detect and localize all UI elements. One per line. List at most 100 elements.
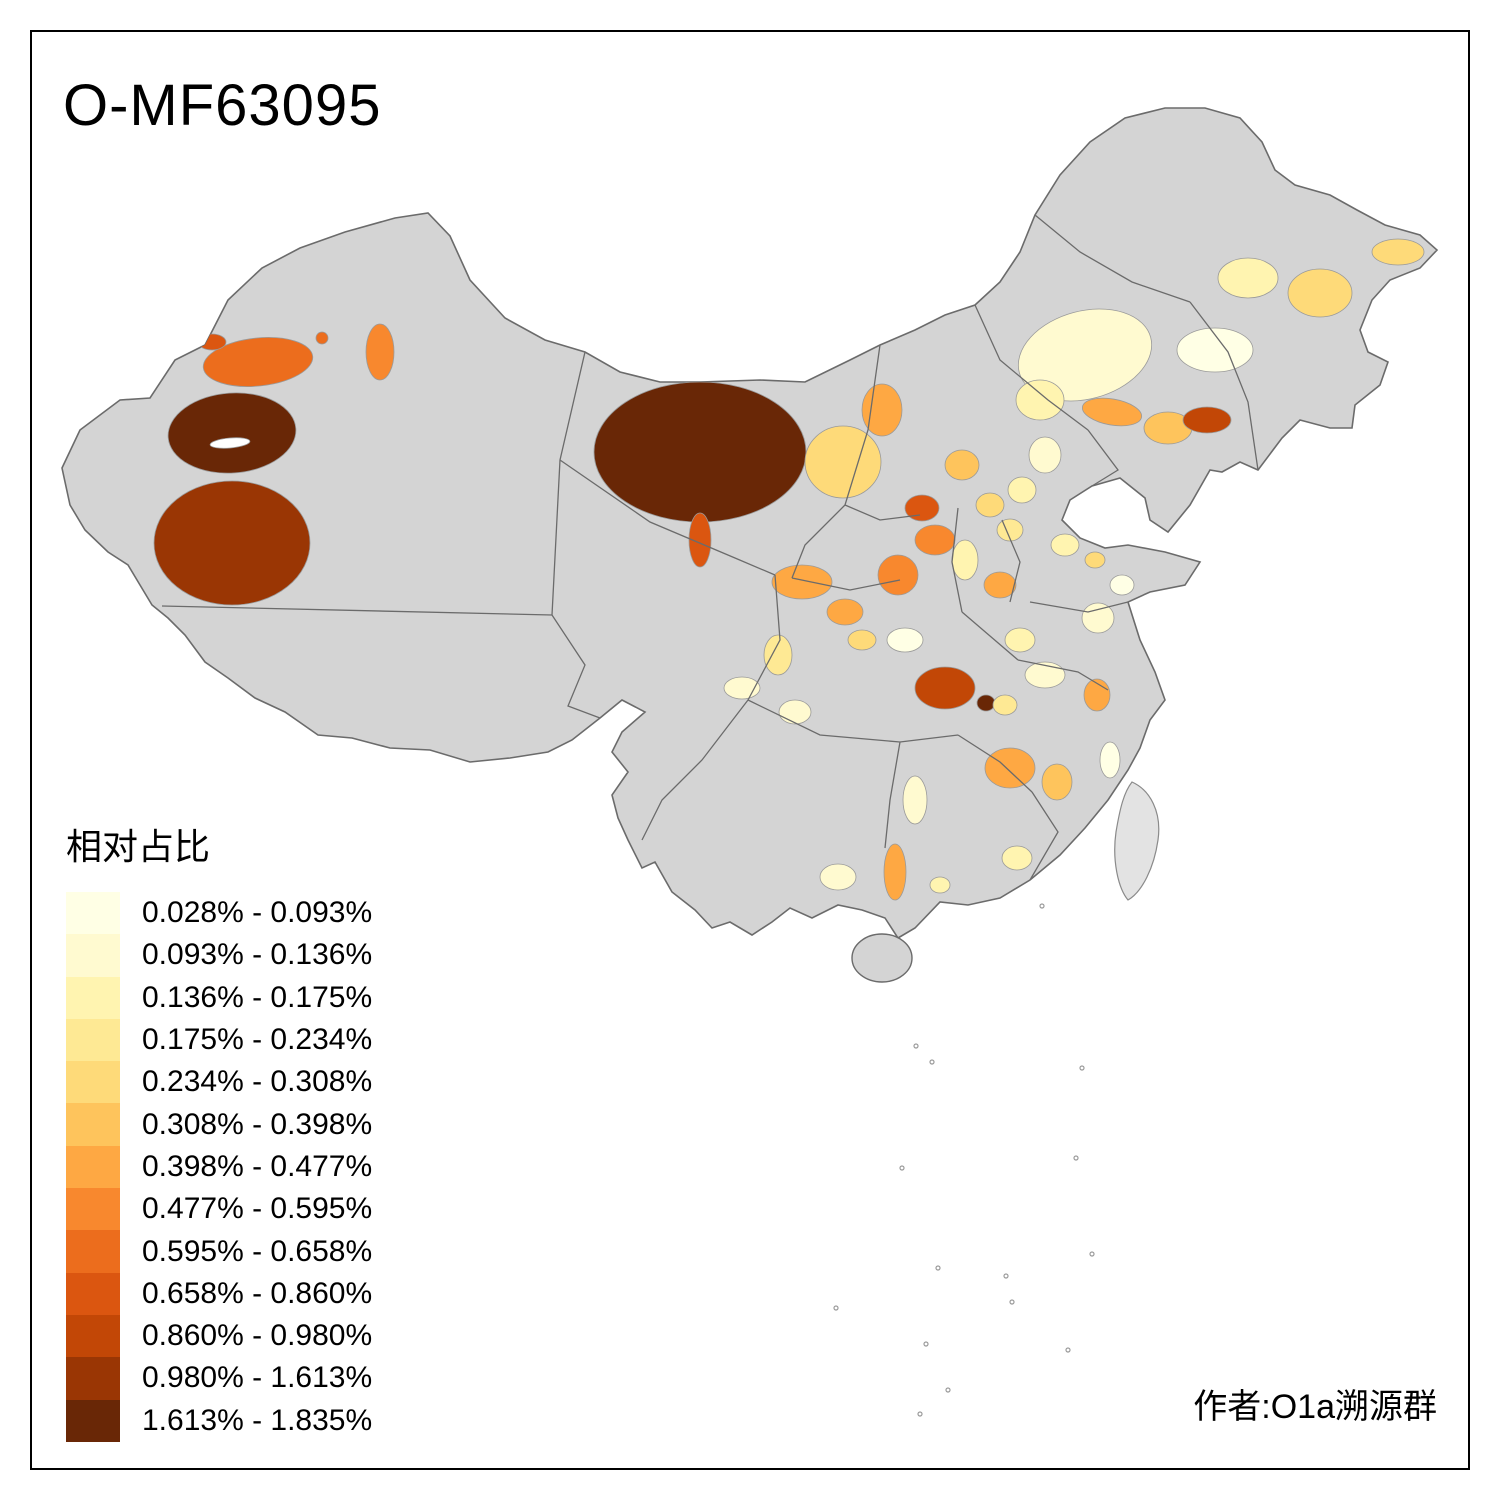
legend-label: 0.308% - 0.398%: [142, 1107, 373, 1141]
legend-item: 0.136% - 0.175%: [66, 976, 373, 1019]
prefecture-region-shanxi-pale: [951, 539, 979, 581]
legend-swatch: [66, 1145, 120, 1189]
legend-swatch: [66, 1103, 120, 1146]
lake-shape: [209, 437, 251, 449]
prefecture-region-ningxia-orange: [771, 564, 833, 600]
legend-label: 0.136% - 0.175%: [142, 980, 373, 1014]
legend-item: 0.860% - 0.980%: [66, 1314, 373, 1358]
legend-item: 0.234% - 0.308%: [66, 1061, 373, 1104]
prefecture-region-kashgar-hotan: [153, 480, 311, 606]
province-border-layer: [161, 214, 1259, 881]
prefecture-region-chengde-pale: [1028, 436, 1062, 474]
legend-item: 0.028% - 0.093%: [66, 892, 373, 935]
legend-swatch: [66, 1272, 120, 1315]
prefecture-region-xiangyang-pale: [1004, 627, 1036, 653]
prefecture-region-changchun-cream: [1176, 327, 1254, 373]
prefecture-region-nanjing-cream: [1109, 574, 1135, 596]
prefecture-region-hanzhong-cream: [886, 627, 924, 653]
prefecture-region-enshi-pale: [992, 694, 1018, 716]
prefecture-region-jinan-tan: [1084, 551, 1106, 569]
prefecture-region-xj-small-dot: [315, 331, 329, 345]
legend-item: 0.398% - 0.477%: [66, 1145, 373, 1189]
prefecture-region-kizilsu-dark: [167, 392, 297, 474]
legend-label: 0.477% - 0.595%: [142, 1192, 373, 1226]
legend-label: 0.234% - 0.308%: [142, 1065, 373, 1099]
legend-item: 0.175% - 0.234%: [66, 1018, 373, 1062]
legend-item: 1.613% - 1.835%: [66, 1399, 373, 1442]
prefecture-region-ili-valley: [202, 337, 314, 387]
legend-label: 0.860% - 0.980%: [142, 1319, 373, 1353]
legend-swatch: [66, 1314, 120, 1358]
legend-item: 0.477% - 0.595%: [66, 1188, 373, 1231]
legend-swatch: [66, 1061, 120, 1104]
legend-item: 0.658% - 0.860%: [66, 1272, 373, 1315]
prefecture-region-shandong-pen-pale: [1092, 516, 1124, 540]
prefecture-region-layer: [153, 238, 1425, 901]
prefecture-region-sichuan-nw-pale: [763, 634, 793, 676]
province-borders: [161, 214, 1259, 881]
legend-label: 0.028% - 0.093%: [142, 896, 373, 930]
prefecture-region-alxa-tan: [804, 425, 882, 499]
prefecture-region-ordos-orange: [914, 524, 956, 556]
legend-swatch: [66, 976, 120, 1019]
prefecture-region-qiqihar-pale: [1217, 257, 1279, 299]
prefecture-region-inner-mongolia-dark: [593, 381, 807, 523]
prefecture-region-far-ne-tan: [1371, 238, 1425, 266]
prefecture-region-baotou-orange: [944, 449, 980, 481]
legend-item: 0.308% - 0.398%: [66, 1103, 373, 1146]
prefecture-region-kunming-pale: [819, 863, 857, 891]
prefecture-region-fushun-darkred: [1182, 406, 1232, 434]
legend-item: 0.595% - 0.658%: [66, 1230, 373, 1273]
legend-swatch: [66, 892, 120, 935]
prefecture-region-chifeng-pale: [1015, 379, 1065, 421]
legend-label: 0.658% - 0.860%: [142, 1276, 373, 1310]
prefecture-region-shihezi-strip: [365, 323, 395, 381]
legend-swatch: [66, 1230, 120, 1273]
prefecture-region-chenzhou-orange: [1041, 763, 1073, 801]
legend-swatch: [66, 1357, 120, 1400]
taiwan-island: [1114, 781, 1160, 901]
legend: 相对占比 0.028% - 0.093% 0.093% - 0.136% 0.136…: [66, 818, 372, 1442]
legend-swatch: [66, 1018, 120, 1062]
legend-item: 0.980% - 1.613%: [66, 1357, 373, 1400]
prefecture-region-guangdong-pale: [1001, 845, 1033, 871]
prefecture-region-guizhou-w-pale: [902, 775, 928, 825]
map-title: O-MF63095: [63, 73, 382, 138]
prefecture-region-guangxi-strip: [883, 843, 907, 901]
legend-label: 0.595% - 0.658%: [142, 1234, 373, 1268]
south-china-sea-islets: [833, 903, 1095, 1417]
prefecture-region-datong-tan: [975, 492, 1005, 518]
prefecture-region-tongliao-pale: [1017, 308, 1153, 402]
prefecture-region-lanzhou-orange: [826, 598, 864, 626]
prefecture-region-bortala-tip: [197, 333, 227, 351]
prefecture-region-wuhai-darkorange: [904, 494, 940, 522]
hainan-island: [851, 933, 913, 983]
prefecture-region-guizhou-orange: [984, 747, 1036, 789]
legend-item: 0.093% - 0.136%: [66, 934, 373, 977]
legend-swatch: [66, 1188, 120, 1231]
legend-swatch: [66, 1399, 120, 1442]
prefecture-region-henan-orange: [983, 571, 1017, 599]
legend-swatch: [66, 934, 120, 977]
prefecture-region-harbin-tan: [1287, 268, 1353, 318]
prefecture-region-bayannur-orange: [861, 383, 903, 437]
legend-label: 0.980% - 1.613%: [142, 1361, 373, 1395]
prefecture-region-yulin-orange: [877, 554, 919, 596]
prefecture-region-gansu-strip: [688, 512, 712, 568]
prefecture-region-anhui-pale: [1081, 602, 1115, 634]
prefecture-region-beijing-pale: [1007, 476, 1037, 504]
legend-label: 1.613% - 1.835%: [142, 1403, 373, 1437]
prefecture-region-chongqing-dark-dot: [976, 694, 996, 712]
prefecture-region-sichuan-darkred: [914, 666, 976, 710]
legend-label: 0.398% - 0.477%: [142, 1149, 373, 1183]
author-credit: 作者:O1a溯源群: [1193, 1388, 1437, 1426]
prefecture-region-tianshui-tan: [847, 629, 877, 651]
legend-items: 0.028% - 0.093% 0.093% - 0.136% 0.136% - 0…: [66, 892, 372, 1442]
legend-label: 0.175% - 0.234%: [142, 1023, 373, 1057]
prefecture-region-jilin-orange: [1081, 397, 1143, 427]
prefecture-region-hubei-pale: [1024, 661, 1066, 689]
legend-label: 0.093% - 0.136%: [142, 938, 373, 972]
prefecture-region-chengdu-pale: [778, 699, 812, 725]
